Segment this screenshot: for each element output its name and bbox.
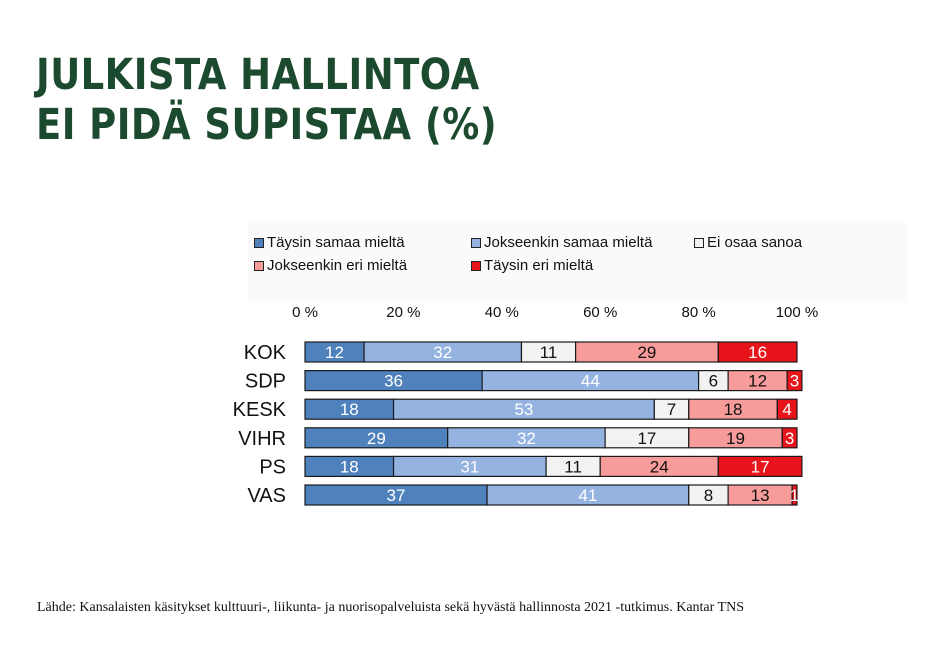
legend-swatch bbox=[694, 237, 704, 248]
data-label: 24 bbox=[650, 457, 669, 476]
data-label: 41 bbox=[578, 486, 597, 505]
legend-label: Ei osaa sanoa bbox=[707, 234, 803, 251]
x-tick-label: 20 % bbox=[386, 304, 420, 321]
data-label: 17 bbox=[637, 429, 656, 448]
category-label: PS bbox=[259, 456, 286, 478]
data-label: 37 bbox=[387, 486, 406, 505]
data-label: 11 bbox=[540, 343, 558, 362]
data-label: 29 bbox=[637, 343, 656, 362]
data-label: 18 bbox=[340, 400, 359, 419]
data-label: 31 bbox=[460, 457, 479, 476]
data-label: 36 bbox=[384, 372, 403, 391]
category-label: VAS bbox=[247, 485, 286, 507]
data-label: 7 bbox=[667, 400, 676, 419]
category-label: SDP bbox=[245, 371, 286, 393]
x-tick-label: 40 % bbox=[485, 304, 519, 321]
data-label: 12 bbox=[325, 343, 344, 362]
legend-label: Täysin samaa mieltä bbox=[267, 234, 405, 251]
data-label: 3 bbox=[785, 429, 794, 448]
bar-segment bbox=[791, 484, 798, 506]
legend-swatch bbox=[471, 237, 481, 248]
data-label: 18 bbox=[340, 457, 359, 476]
data-label: 17 bbox=[751, 457, 770, 476]
data-label: 16 bbox=[748, 343, 767, 362]
bar-segment bbox=[781, 427, 798, 449]
data-label: 32 bbox=[517, 429, 536, 448]
data-label: 19 bbox=[726, 429, 745, 448]
legend-item-jokseenkin-samaa: Jokseenkin samaa mieltä bbox=[471, 234, 652, 251]
data-label: 13 bbox=[751, 486, 770, 505]
legend-item-taysin-samaa: Täysin samaa mieltä bbox=[254, 234, 405, 251]
legend-label: Täysin eri mieltä bbox=[484, 257, 594, 274]
legend-item-jokseenkin-eri: Jokseenkin eri mieltä bbox=[254, 257, 407, 274]
page-title: JULKISTA HALLINTOA EI PIDÄ SUPISTAA (%) bbox=[36, 50, 497, 150]
bar-segment bbox=[776, 398, 798, 420]
source-note: Lähde: Kansalaisten käsitykset kulttuuri… bbox=[37, 600, 744, 615]
data-label: 29 bbox=[367, 429, 386, 448]
category-label: VIHR bbox=[238, 428, 286, 450]
bar-segment bbox=[786, 370, 803, 392]
data-label: 3 bbox=[790, 372, 799, 391]
data-label: 12 bbox=[748, 372, 767, 391]
data-label: 18 bbox=[724, 400, 743, 419]
data-label: 8 bbox=[704, 486, 713, 505]
data-label: 6 bbox=[709, 372, 718, 391]
data-label: 1 bbox=[790, 486, 799, 505]
legend-swatch bbox=[254, 237, 264, 248]
data-label: 44 bbox=[581, 372, 600, 391]
data-label: 4 bbox=[782, 400, 791, 419]
bar-segment bbox=[717, 455, 803, 477]
data-label: 32 bbox=[433, 343, 452, 362]
title-line-1: JULKISTA HALLINTOA bbox=[36, 50, 480, 100]
category-label: KESK bbox=[233, 399, 287, 421]
legend-item-taysin-eri: Täysin eri mieltä bbox=[471, 257, 593, 274]
x-tick-label: 60 % bbox=[583, 304, 617, 321]
legend-label: Jokseenkin samaa mieltä bbox=[484, 234, 653, 251]
title-line-2: EI PIDÄ SUPISTAA (%) bbox=[36, 100, 498, 150]
x-tick-label: 100 % bbox=[776, 304, 819, 321]
legend-swatch bbox=[254, 260, 264, 271]
legend-swatch bbox=[471, 260, 481, 271]
x-tick-label: 0 % bbox=[292, 304, 318, 321]
data-label: 53 bbox=[514, 400, 533, 419]
legend-label: Jokseenkin eri mieltä bbox=[267, 257, 408, 274]
category-label: KOK bbox=[244, 342, 287, 364]
bar-segment bbox=[717, 341, 798, 363]
legend-item-ei-osaa: Ei osaa sanoa bbox=[694, 234, 802, 251]
chart-legend: Täysin samaa mieltä Jokseenkin samaa mie… bbox=[248, 223, 908, 303]
data-label: 11 bbox=[564, 457, 582, 476]
x-tick-label: 80 % bbox=[681, 304, 715, 321]
